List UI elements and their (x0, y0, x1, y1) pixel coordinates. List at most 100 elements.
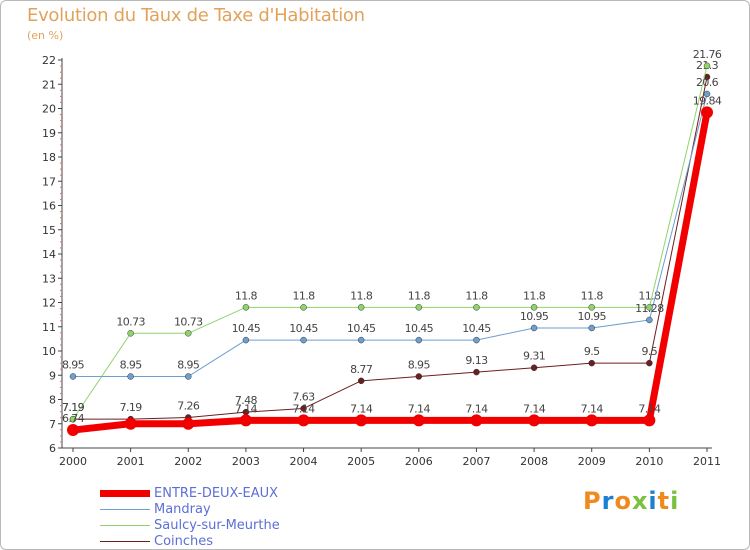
series-line (73, 93, 708, 377)
data-label: 8.95 (62, 358, 85, 371)
series-line (73, 76, 708, 420)
data-point (703, 62, 711, 70)
data-label: 20.6 (696, 76, 719, 89)
x-tick-label: 2009 (578, 455, 606, 468)
data-point (127, 373, 134, 380)
data-label: 7.14 (350, 402, 373, 415)
data-label: 10.45 (405, 322, 434, 335)
data-point (588, 359, 595, 367)
data-point (701, 106, 713, 119)
data-point (357, 377, 365, 385)
data-label: 21.76 (693, 48, 722, 61)
data-label: 8.95 (177, 358, 200, 371)
legend-label: Coinches (154, 534, 214, 549)
data-point (182, 417, 195, 430)
legend-swatch (100, 490, 150, 497)
data-point (473, 304, 480, 311)
logo-letter: i (648, 487, 658, 515)
data-point (69, 373, 77, 380)
y-tick-label: 22 (42, 54, 56, 67)
data-point (415, 336, 423, 344)
x-tick-label: 2008 (520, 455, 548, 468)
data-label: 7.14 (581, 402, 604, 415)
y-tick-label: 20 (42, 103, 56, 116)
x-tick-label: 2002 (174, 455, 202, 468)
data-label: 11.8 (465, 289, 488, 302)
data-label: 7.19 (62, 401, 85, 414)
data-label: 9.5 (642, 345, 658, 358)
logo-letter: o (614, 487, 632, 515)
data-point (473, 368, 480, 376)
y-tick-label: 6 (49, 442, 56, 455)
x-tick-label: 2000 (59, 455, 87, 468)
logo-letter: i (670, 487, 680, 515)
data-point (127, 330, 134, 337)
data-label: 7.63 (292, 390, 315, 403)
y-tick-label: 17 (42, 175, 56, 188)
series-line (72, 65, 708, 420)
legend-swatch (100, 509, 150, 510)
data-label: 11.8 (581, 289, 604, 302)
data-label: 10.73 (116, 315, 145, 328)
logo-letter: P (583, 487, 602, 515)
data-point (646, 359, 653, 367)
data-label: 11.8 (408, 289, 431, 302)
y-tick-label: 18 (42, 151, 56, 164)
logo-letter: t (657, 487, 671, 515)
x-tick-label: 2010 (635, 455, 663, 468)
data-point (357, 336, 365, 344)
x-tick-label: 2011 (693, 455, 721, 468)
data-label: 9.13 (465, 354, 488, 367)
proxiti-logo: Proxiti (583, 487, 679, 515)
data-point (67, 424, 79, 437)
legend-item-mandray: Mandray (100, 502, 340, 518)
data-label: 7.14 (638, 402, 661, 415)
data-label: 10.95 (520, 310, 549, 323)
data-label: 10.73 (174, 315, 203, 328)
data-point (242, 336, 250, 344)
data-point (530, 364, 538, 371)
data-point (588, 324, 595, 332)
logo-letter: r (601, 487, 615, 515)
legend-label: Saulcy-sur-Meurthe (154, 518, 280, 533)
x-tick-label: 2003 (232, 455, 260, 468)
data-point (530, 324, 538, 332)
data-label: 6.74 (62, 412, 85, 425)
legend-label: Mandray (154, 502, 211, 517)
data-point (588, 304, 595, 311)
data-label: 10.45 (347, 322, 376, 335)
x-tick-label: 2001 (117, 455, 145, 468)
data-label: 9.5 (584, 345, 600, 358)
data-label: 7.14 (408, 402, 431, 415)
data-label: 10.45 (232, 322, 261, 335)
data-label: 8.95 (120, 358, 143, 371)
data-point (473, 336, 480, 344)
data-point (528, 414, 541, 427)
data-label: 11.28 (635, 302, 664, 315)
data-label: 11.8 (292, 289, 315, 302)
data-label: 11.8 (523, 289, 546, 302)
y-axis-unit: (en %) (27, 29, 64, 42)
data-point (643, 414, 656, 427)
legend-swatch (100, 541, 150, 542)
data-label: 19.84 (693, 94, 722, 107)
x-tick-label: 2005 (347, 455, 375, 468)
data-point (703, 90, 711, 98)
x-tick-label: 2004 (290, 455, 318, 468)
data-label: 7.14 (235, 402, 258, 415)
y-tick-label: 9 (49, 369, 56, 382)
legend-label: ENTRE-DEUX-EAUX (154, 486, 279, 501)
y-tick-label: 14 (42, 248, 56, 261)
data-point (239, 414, 252, 427)
data-label: 9.31 (523, 350, 545, 363)
legend-item-entre-deux-eaux: ENTRE-DEUX-EAUX (100, 486, 340, 502)
data-point (412, 414, 425, 427)
data-point (530, 304, 538, 311)
data-point (69, 415, 77, 423)
y-tick-label: 8 (49, 394, 56, 407)
data-label: 10.45 (462, 322, 491, 335)
data-point (124, 417, 137, 430)
y-tick-label: 15 (42, 224, 56, 237)
